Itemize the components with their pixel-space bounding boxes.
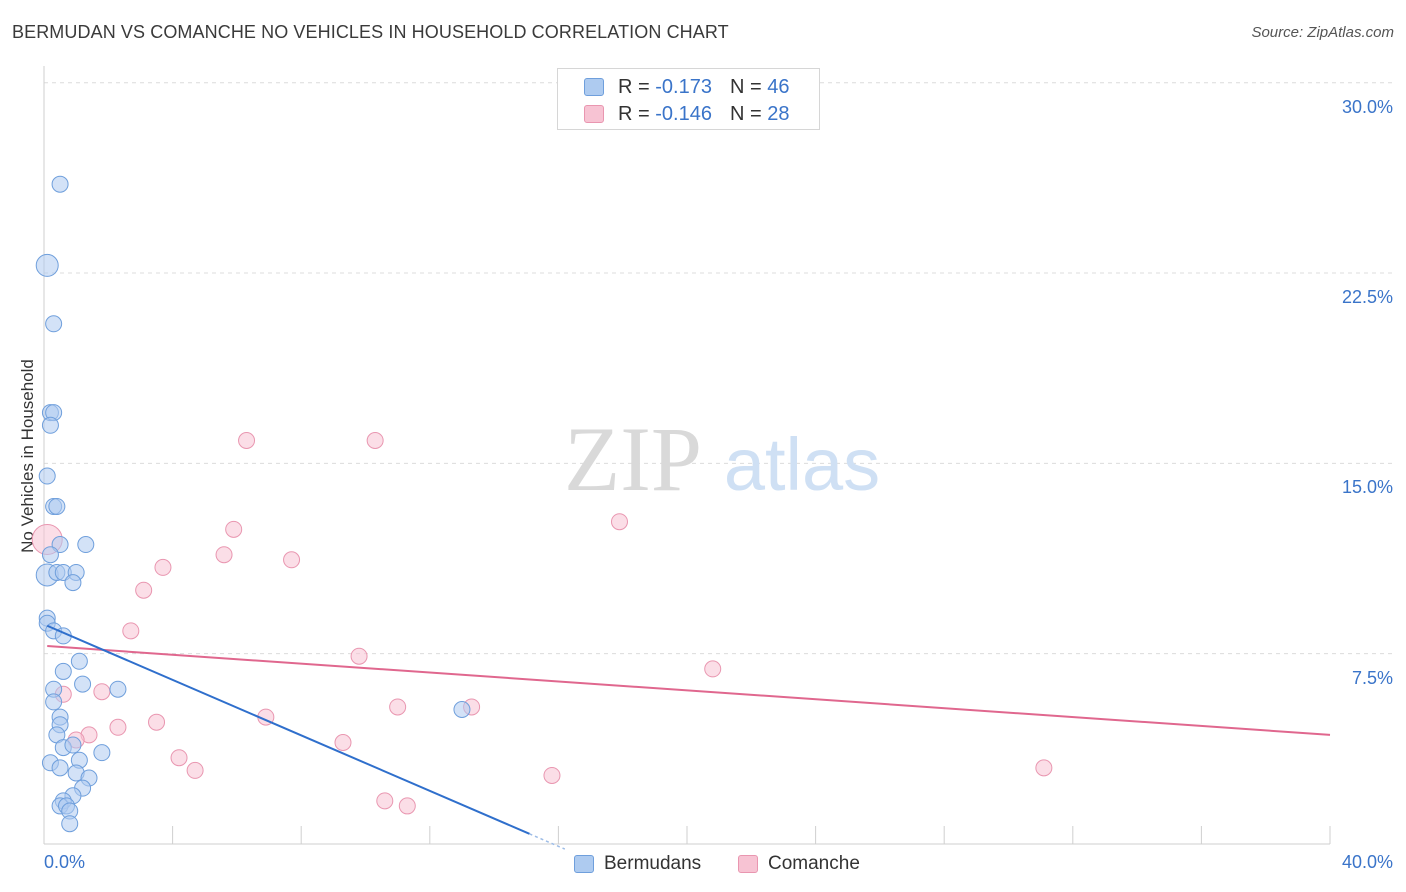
comanche-point — [135, 581, 153, 599]
y-tick-label: 22.5% — [1341, 287, 1393, 308]
pink-swatch — [738, 855, 758, 873]
bermudans-point — [61, 815, 79, 833]
comanche-point — [170, 749, 188, 767]
comanche-point — [350, 647, 368, 665]
comanche-point — [186, 761, 204, 779]
bermudans-points — [35, 175, 471, 833]
bermudans-point — [93, 744, 111, 762]
watermark-zip: ZIP — [564, 408, 702, 510]
comanche-point — [376, 792, 394, 810]
legend-bermudans: Bermudans — [574, 852, 701, 876]
blue-swatch — [584, 78, 604, 96]
chart-title: BERMUDAN VS COMANCHE NO VEHICLES IN HOUS… — [12, 22, 729, 42]
bermudans-point — [51, 175, 69, 193]
comanche-points — [31, 432, 1053, 815]
x-tick-max: 40.0% — [1341, 852, 1393, 872]
comanche-point — [109, 718, 127, 736]
bermudans-point — [64, 574, 82, 592]
n-label: N = — [729, 102, 762, 125]
comanche-point — [122, 622, 140, 640]
bermudans-point — [45, 315, 63, 333]
comanche-trend-line — [47, 645, 1331, 736]
pink-swatch — [584, 105, 604, 123]
bermudans-point — [35, 253, 59, 277]
source-label: Source: ZipAtlas.com — [1251, 24, 1394, 41]
blue-swatch — [574, 855, 594, 873]
comanche-point — [283, 551, 301, 569]
y-tick-label: 7.5% — [1351, 667, 1393, 688]
comanche-point — [704, 660, 722, 678]
bermudans-trend-line — [46, 624, 530, 835]
watermark-atlas: atlas — [724, 423, 880, 506]
comanche-point — [148, 713, 166, 731]
comanche-point — [398, 797, 416, 815]
r-value: -0.146 — [655, 102, 712, 125]
comanche-point — [93, 683, 111, 701]
y-tick-label: 15.0% — [1341, 477, 1393, 498]
r-value: -0.173 — [655, 75, 712, 98]
comanche-point — [154, 558, 172, 576]
n-label: N = — [729, 75, 762, 98]
x-tick-min: 0.0% — [44, 852, 86, 872]
bermudans-point — [41, 546, 59, 564]
r-label: R = — [618, 75, 650, 98]
correlation-legend: R = -0.173 N = 46 R = -0.146 N = 28 — [557, 68, 820, 130]
comanche-point — [1035, 759, 1053, 777]
bermudans-point — [38, 467, 56, 485]
bermudans-point — [51, 759, 69, 777]
legend-label: Bermudans — [604, 853, 702, 874]
comanche-point — [215, 546, 233, 564]
comanche-point — [366, 432, 384, 450]
bermudans-point — [64, 736, 82, 754]
watermark: ZIP atlas — [564, 408, 880, 510]
bermudans-point — [41, 416, 59, 434]
gridlines — [44, 82, 1392, 655]
legend-label: Comanche — [768, 853, 860, 874]
comanche-point — [389, 698, 407, 716]
y-tick-label: 30.0% — [1341, 96, 1393, 117]
bermudans-point — [54, 662, 72, 680]
legend-comanche: Comanche — [738, 852, 860, 876]
bermudans-point — [70, 652, 88, 670]
comanche-point — [238, 432, 256, 450]
legend-row-bermudans: R = -0.173 N = 46 — [584, 75, 789, 99]
n-value: 28 — [767, 102, 790, 125]
bermudans-trend-extension — [529, 833, 566, 850]
n-value: 46 — [767, 75, 790, 98]
bermudans-point — [45, 693, 63, 711]
bermudans-point — [74, 675, 92, 693]
bermudans-point — [109, 680, 127, 698]
comanche-point — [225, 520, 243, 538]
axes — [43, 66, 1331, 845]
comanche-point — [543, 766, 561, 784]
bermudans-point — [48, 497, 66, 515]
comanche-point — [334, 733, 352, 751]
bermudans-point — [77, 536, 95, 554]
bermudans-point — [453, 701, 471, 719]
trend-lines — [46, 624, 1331, 850]
legend-row-comanche: R = -0.146 N = 28 — [584, 102, 789, 126]
comanche-point — [610, 513, 628, 531]
r-label: R = — [618, 102, 650, 125]
